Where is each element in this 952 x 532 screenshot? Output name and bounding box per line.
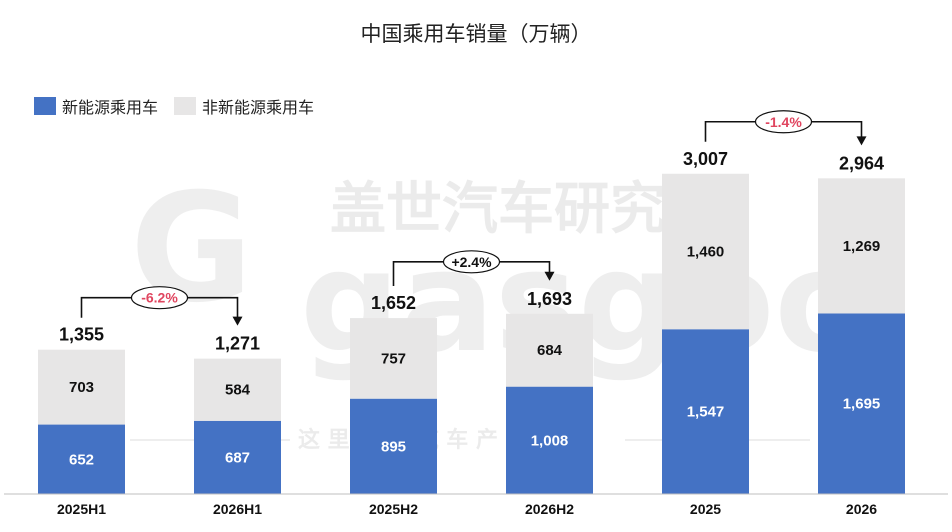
bar-nev-2026H2 <box>506 386 593 494</box>
chart-title: 中国乘用车销量（万辆） <box>360 22 592 46</box>
bar-non-nev-2025H2 <box>350 318 437 399</box>
change-badge <box>442 250 501 274</box>
bar-value-label: 1,008 <box>531 432 569 449</box>
watermark-logo-icon: G <box>130 162 253 336</box>
change-arrow-icon <box>232 316 243 326</box>
category-label: 2026H2 <box>525 501 574 517</box>
total-label: 1,355 <box>59 325 104 345</box>
bar-nev-2025H1 <box>38 424 125 494</box>
bar-nev-2026H1 <box>194 420 281 494</box>
bar-value-label: 652 <box>69 451 94 468</box>
bar-nev-2025H2 <box>350 398 437 494</box>
bar-value-label: 703 <box>69 379 94 396</box>
watermark-title: 盖世汽车研究院 <box>330 177 722 242</box>
bar-value-label: 1,695 <box>843 396 881 413</box>
bar-value-label: 757 <box>381 350 406 367</box>
category-label: 2026H1 <box>213 501 262 517</box>
change-label: +2.4% <box>451 254 492 270</box>
change-label: -1.4% <box>765 114 802 130</box>
legend-item-non-nev: 非新能源乘用车 <box>174 94 314 118</box>
change-badge <box>754 110 813 134</box>
bar-non-nev-2025 <box>662 173 749 330</box>
bar-non-nev-2026H2 <box>506 313 593 387</box>
total-label: 1,271 <box>215 334 260 354</box>
total-label: 1,693 <box>527 289 572 309</box>
legend-label-non-nev: 非新能源乘用车 <box>202 98 315 117</box>
change-badge <box>130 286 189 310</box>
bar-nev-2026 <box>818 313 905 494</box>
bar-value-label: 1,460 <box>687 243 725 260</box>
legend-label-nev: 新能源乘用车 <box>62 98 159 117</box>
legend-swatch-nev <box>34 97 56 115</box>
bar-non-nev-2026H1 <box>194 358 281 421</box>
total-label: 2,964 <box>839 153 884 173</box>
bar-value-label: 687 <box>225 449 250 466</box>
bar-value-label: 1,269 <box>843 238 881 255</box>
bar-nev-2025 <box>662 329 749 494</box>
category-label: 2025H2 <box>369 501 418 517</box>
bar-value-label: 684 <box>537 342 563 359</box>
total-label: 1,652 <box>371 293 416 313</box>
change-annotations: -6.2% +2.4% -1.4% <box>80 110 867 326</box>
legend-item-nev: 新能源乘用车 <box>34 94 158 118</box>
bar-value-label: 1,547 <box>687 404 725 421</box>
total-label: 3,007 <box>683 149 728 169</box>
change-arrow-icon <box>856 136 867 146</box>
bar-non-nev-2025H1 <box>38 349 125 425</box>
change-arrow-icon <box>544 271 555 281</box>
legend-swatch-non-nev <box>174 97 197 115</box>
bar-value-label: 895 <box>381 438 406 455</box>
category-label: 2026 <box>846 501 877 517</box>
bar-non-nev-2026 <box>818 178 905 314</box>
change-label: -6.2% <box>141 290 178 306</box>
legend: 新能源乘用车 非新能源乘用车 <box>34 94 330 118</box>
category-label: 2025H1 <box>57 501 106 517</box>
bar-value-label: 584 <box>225 382 251 399</box>
bars: 652 703 1,355 2025H1 687 584 1,271 2026H1 895 757… <box>38 149 905 517</box>
category-label: 2025 <box>690 501 721 517</box>
